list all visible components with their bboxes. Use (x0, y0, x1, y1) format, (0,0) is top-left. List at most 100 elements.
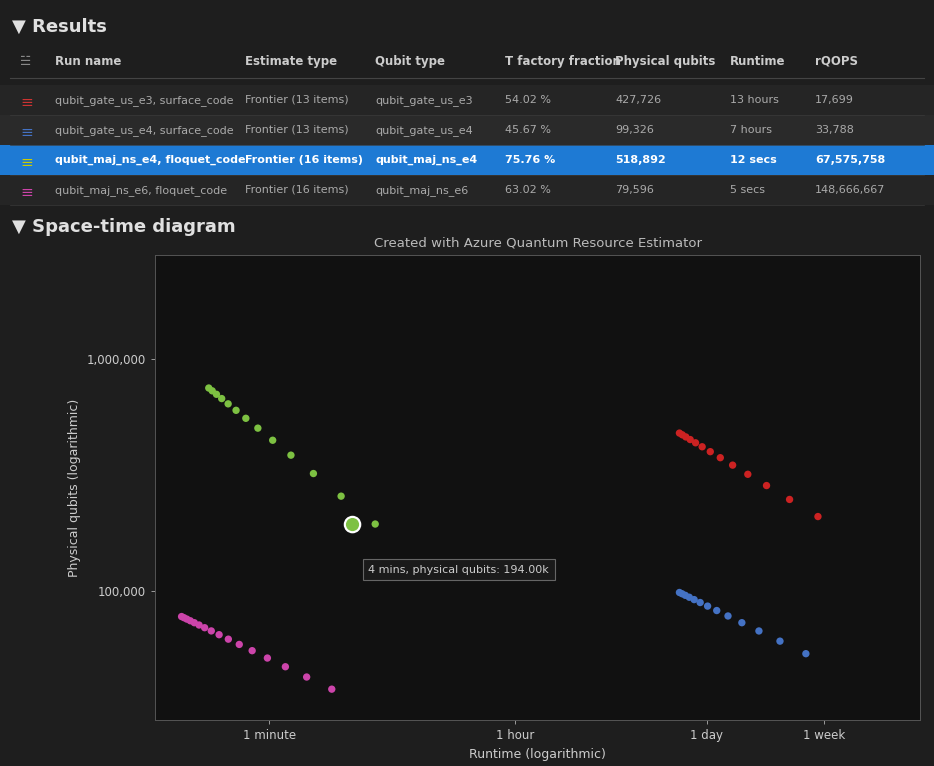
Text: Run name: Run name (55, 55, 121, 68)
Point (299, 671, 314, 683)
Point (183, 614, 198, 627)
Text: 148,666,667: 148,666,667 (815, 185, 885, 195)
Point (278, 660, 293, 673)
Text: 7 hours: 7 hours (730, 125, 772, 135)
Point (245, 644, 260, 656)
Text: 45.67 %: 45.67 % (505, 125, 551, 135)
Point (205, 385, 219, 397)
Y-axis label: Physical qubits (logarithmic): Physical qubits (logarithmic) (68, 398, 81, 577)
Text: ≡: ≡ (20, 155, 33, 170)
Point (179, 613, 194, 625)
Text: qubit_gate_us_e3: qubit_gate_us_e3 (375, 95, 473, 106)
Point (220, 398, 235, 410)
Text: 12 secs: 12 secs (730, 155, 777, 165)
Text: Physical qubits: Physical qubits (615, 55, 715, 68)
Text: ≡: ≡ (20, 125, 33, 140)
Point (333, 490, 348, 502)
Text: 75.76 %: 75.76 % (505, 155, 555, 165)
Point (197, 621, 212, 633)
Text: 427,726: 427,726 (615, 95, 661, 105)
Point (177, 611, 191, 624)
Point (191, 619, 206, 631)
Point (368, 518, 383, 530)
Text: qubit_maj_ns_e4: qubit_maj_ns_e4 (375, 155, 477, 165)
Text: T factory fraction: T factory fraction (505, 55, 621, 68)
Point (752, 625, 767, 637)
Point (672, 427, 686, 439)
Text: Frontier (13 items): Frontier (13 items) (245, 95, 348, 105)
Point (345, 519, 360, 531)
Point (702, 446, 717, 458)
Text: Qubit type: Qubit type (375, 55, 445, 68)
Point (672, 586, 686, 598)
Text: Runtime: Runtime (730, 55, 785, 68)
Point (782, 493, 797, 506)
Point (212, 629, 227, 641)
Text: rQOPS: rQOPS (815, 55, 858, 68)
Point (695, 440, 710, 453)
Text: 33,788: 33,788 (815, 125, 854, 135)
Point (238, 412, 253, 424)
Point (187, 617, 202, 629)
Point (306, 467, 321, 480)
Point (214, 392, 229, 404)
Text: qubit_gate_us_e4: qubit_gate_us_e4 (375, 125, 473, 136)
Text: ▼ Results: ▼ Results (12, 18, 106, 36)
Point (683, 434, 698, 446)
Text: 17,699: 17,699 (815, 95, 854, 105)
Text: Frontier (16 items): Frontier (16 items) (245, 185, 348, 195)
Text: ☱: ☱ (20, 55, 31, 68)
Point (678, 430, 693, 443)
Text: 67,575,758: 67,575,758 (815, 155, 885, 165)
Text: Frontier (16 items): Frontier (16 items) (245, 155, 363, 165)
Point (674, 588, 689, 600)
Point (682, 591, 697, 604)
Text: qubit_maj_ns_e6, floquet_code: qubit_maj_ns_e6, floquet_code (55, 185, 227, 196)
Point (734, 617, 749, 629)
Point (759, 480, 774, 492)
Text: 54.02 %: 54.02 % (505, 95, 551, 105)
Point (284, 449, 299, 461)
Point (209, 388, 224, 401)
Text: 79,596: 79,596 (615, 185, 654, 195)
Point (686, 594, 701, 606)
Text: qubit_maj_ns_e4, floquet_code: qubit_maj_ns_e4, floquet_code (55, 155, 246, 165)
Point (675, 429, 690, 441)
Point (202, 382, 217, 394)
Text: qubit_gate_us_e4, surface_code: qubit_gate_us_e4, surface_code (55, 125, 234, 136)
Point (250, 422, 265, 434)
Text: 5 secs: 5 secs (730, 185, 765, 195)
X-axis label: Runtime (logarithmic): Runtime (logarithmic) (469, 748, 606, 761)
Point (811, 510, 826, 522)
Point (324, 683, 339, 696)
Point (772, 635, 787, 647)
Point (174, 611, 189, 623)
Text: qubit_gate_us_e3, surface_code: qubit_gate_us_e3, surface_code (55, 95, 234, 106)
Point (709, 604, 724, 617)
Point (725, 459, 740, 471)
Point (232, 638, 247, 650)
Text: 13 hours: 13 hours (730, 95, 779, 105)
Point (799, 647, 814, 660)
Text: Frontier (13 items): Frontier (13 items) (245, 125, 348, 135)
Point (720, 610, 735, 622)
Text: qubit_maj_ns_e6: qubit_maj_ns_e6 (375, 185, 468, 196)
Text: 99,326: 99,326 (615, 125, 654, 135)
Point (688, 437, 703, 449)
Text: ≡: ≡ (20, 95, 33, 110)
Text: 518,892: 518,892 (615, 155, 666, 165)
Text: ≡: ≡ (20, 185, 33, 200)
Text: 63.02 %: 63.02 % (505, 185, 551, 195)
Point (693, 597, 708, 609)
Point (260, 652, 275, 664)
Point (678, 589, 693, 601)
Text: Estimate type: Estimate type (245, 55, 337, 68)
Point (700, 600, 715, 612)
Point (713, 452, 728, 464)
Point (265, 434, 280, 447)
Point (741, 468, 756, 480)
Point (220, 633, 235, 645)
Point (345, 519, 360, 531)
Text: 4 mins, physical qubits: 194.00k: 4 mins, physical qubits: 194.00k (368, 565, 549, 574)
Text: ▼ Space-time diagram: ▼ Space-time diagram (12, 218, 235, 236)
